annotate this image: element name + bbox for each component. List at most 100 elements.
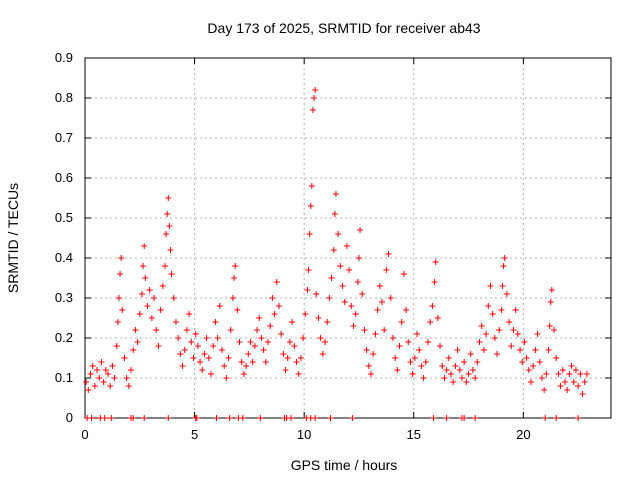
data-point (295, 371, 302, 377)
data-point (346, 267, 353, 273)
data-point (553, 415, 560, 421)
data-point (452, 363, 459, 369)
data-point (100, 379, 107, 385)
data-point (553, 355, 560, 361)
data-point (91, 383, 98, 389)
data-point (231, 275, 238, 281)
data-point (581, 379, 588, 385)
data-point (245, 351, 252, 357)
y-tick-label: 0 (66, 410, 73, 425)
data-point (485, 303, 492, 309)
data-point (326, 295, 333, 301)
data-point (461, 415, 468, 421)
data-point (305, 267, 312, 273)
data-point (583, 371, 590, 377)
data-point (376, 283, 383, 289)
data-point (327, 415, 334, 421)
data-point (153, 327, 160, 333)
data-point (332, 191, 339, 197)
y-tick-label: 0.3 (55, 290, 73, 305)
data-point (430, 415, 437, 421)
data-point (341, 299, 348, 305)
data-point (167, 247, 174, 253)
data-point (355, 255, 362, 261)
data-point (409, 371, 416, 377)
data-point (105, 371, 112, 377)
chart-title: Day 173 of 2025, SRMTID for receiver ab4… (207, 20, 480, 36)
data-point (87, 371, 94, 377)
data-point (144, 303, 151, 309)
data-point (205, 355, 212, 361)
data-point (254, 327, 261, 333)
data-point (157, 307, 164, 313)
data-point (210, 343, 217, 349)
data-point (132, 327, 139, 333)
data-point (192, 331, 199, 337)
data-point (541, 387, 548, 393)
data-point (125, 383, 132, 389)
data-point (101, 415, 108, 421)
data-point (458, 375, 465, 381)
data-point (365, 363, 372, 369)
data-point (496, 327, 503, 333)
data-point (113, 343, 120, 349)
data-point (372, 331, 379, 337)
data-point (313, 291, 320, 297)
data-point (328, 275, 335, 281)
data-point (213, 415, 220, 421)
data-point (98, 359, 105, 365)
x-tick-label: 5 (191, 427, 198, 442)
data-point (381, 327, 388, 333)
data-point (467, 351, 474, 357)
data-point (168, 271, 175, 277)
data-point (117, 271, 124, 277)
data-point (141, 243, 148, 249)
data-point (234, 307, 241, 313)
data-point (405, 339, 412, 345)
data-point (472, 375, 479, 381)
data-point (517, 347, 524, 353)
data-point (474, 359, 481, 365)
data-point (197, 359, 204, 365)
data-point (545, 347, 552, 353)
data-point (291, 343, 298, 349)
data-point (177, 351, 184, 357)
y-tick-label: 0.7 (55, 130, 73, 145)
data-point (454, 347, 461, 353)
data-point (398, 319, 405, 325)
data-point (159, 283, 166, 289)
data-point (96, 375, 103, 381)
data-point (288, 415, 295, 421)
data-point (506, 319, 513, 325)
data-point (508, 343, 515, 349)
data-point (361, 327, 368, 333)
data-point (501, 255, 508, 261)
data-point (218, 347, 225, 353)
data-point (418, 363, 425, 369)
data-point (525, 367, 532, 373)
x-tick-label: 15 (407, 427, 421, 442)
data-point (111, 375, 118, 381)
data-point (489, 311, 496, 317)
data-point (269, 295, 276, 301)
data-point (181, 347, 188, 353)
data-point (307, 203, 314, 209)
x-tick-label: 20 (516, 427, 530, 442)
data-point (223, 375, 230, 381)
data-point (267, 323, 274, 329)
y-tick-label: 0.2 (55, 330, 73, 345)
data-point (262, 359, 269, 365)
data-point (317, 335, 324, 341)
data-point (494, 351, 501, 357)
data-point (400, 271, 407, 277)
data-point (348, 303, 355, 309)
data-point (170, 295, 177, 301)
data-point (148, 315, 155, 321)
data-point (448, 371, 455, 377)
data-point (115, 295, 122, 301)
y-tick-label: 0.8 (55, 90, 73, 105)
data-point (190, 355, 197, 361)
x-axis-label: GPS time / hours (291, 457, 398, 473)
data-point (547, 299, 554, 305)
